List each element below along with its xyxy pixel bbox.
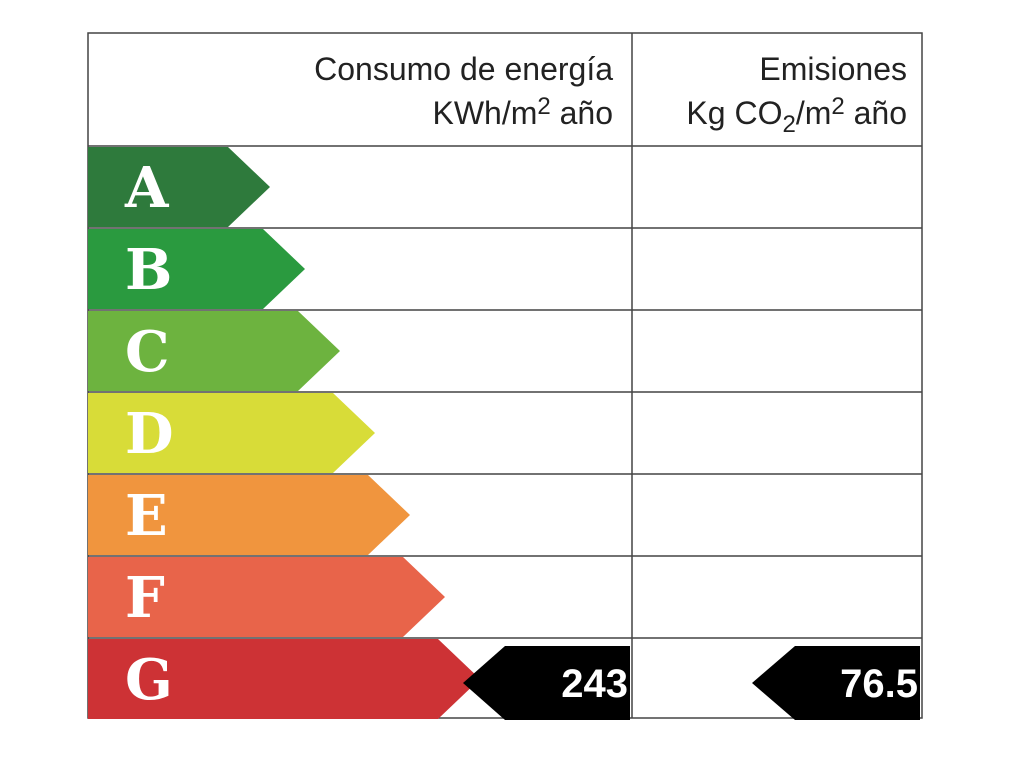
rating-arrow [88,147,270,227]
energy-value: 243 [561,662,628,706]
rating-letter: F [125,565,165,631]
emissions-pointer [752,646,920,720]
emissions-value: 76.5 [840,662,918,706]
rating-letter: C [125,319,170,385]
emissions-title: Emisiones [759,51,907,87]
emissions-unit: Kg CO2/m2 año [686,93,907,138]
energy-pointer [463,646,630,720]
rating-arrow [88,229,305,309]
energy-title: Consumo de energía [314,51,613,87]
rating-arrow [88,311,340,391]
rating-arrow [88,639,480,719]
rating-arrow [88,393,375,473]
rating-letter: B [125,237,172,303]
rating-letter: E [125,483,168,549]
rating-letter: A [124,155,170,221]
rating-arrow [88,475,410,555]
rating-arrow [88,557,445,637]
energy-unit: KWh/m2 año [432,93,613,131]
rating-letter: G [125,647,173,713]
rating-letter: D [125,401,174,467]
